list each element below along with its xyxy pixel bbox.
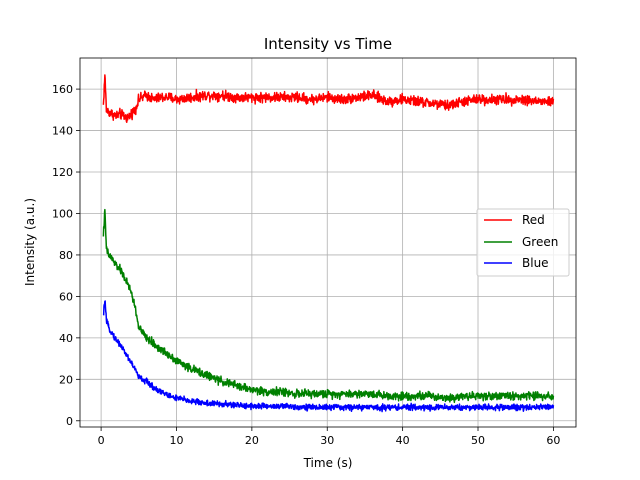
x-tick-label: 10 (169, 434, 183, 447)
y-tick-label: 100 (52, 207, 73, 220)
legend-frame (476, 208, 570, 277)
plot-area-frame (79, 57, 577, 428)
y-tick-label: 140 (52, 125, 73, 138)
series-line-blue (102, 300, 555, 413)
series-line-red (102, 74, 555, 123)
legend-label-blue: Blue (522, 256, 549, 270)
series-line-green (102, 208, 555, 404)
grid (80, 58, 576, 427)
x-tick-label: 60 (546, 434, 560, 447)
y-tick-label: 60 (59, 290, 73, 303)
axis-ticks: 0 10 20 30 40 50 60 0 20 40 60 80 100 120 140 160 (52, 83, 560, 447)
x-tick-label: 30 (320, 434, 334, 447)
y-tick-label: 40 (59, 332, 73, 345)
y-tick-label: 0 (66, 415, 73, 428)
legend: Red Green Blue (476, 208, 570, 277)
x-tick-label: 20 (245, 434, 259, 447)
legend-label-green: Green (522, 235, 558, 249)
y-tick-label: 160 (52, 83, 73, 96)
y-tick-label: 80 (59, 249, 73, 262)
y-tick-label: 20 (59, 373, 73, 386)
x-tick-label: 40 (396, 434, 410, 447)
y-tick-label: 120 (52, 166, 73, 179)
y-axis-label: Intensity (a.u.) (23, 198, 37, 286)
x-tick-label: 50 (471, 434, 485, 447)
series-lines (102, 74, 555, 413)
x-tick-label: 0 (98, 434, 105, 447)
legend-label-red: Red (522, 213, 545, 227)
x-axis-label: Time (s) (303, 456, 353, 470)
chart-title: Intensity vs Time (264, 35, 392, 53)
